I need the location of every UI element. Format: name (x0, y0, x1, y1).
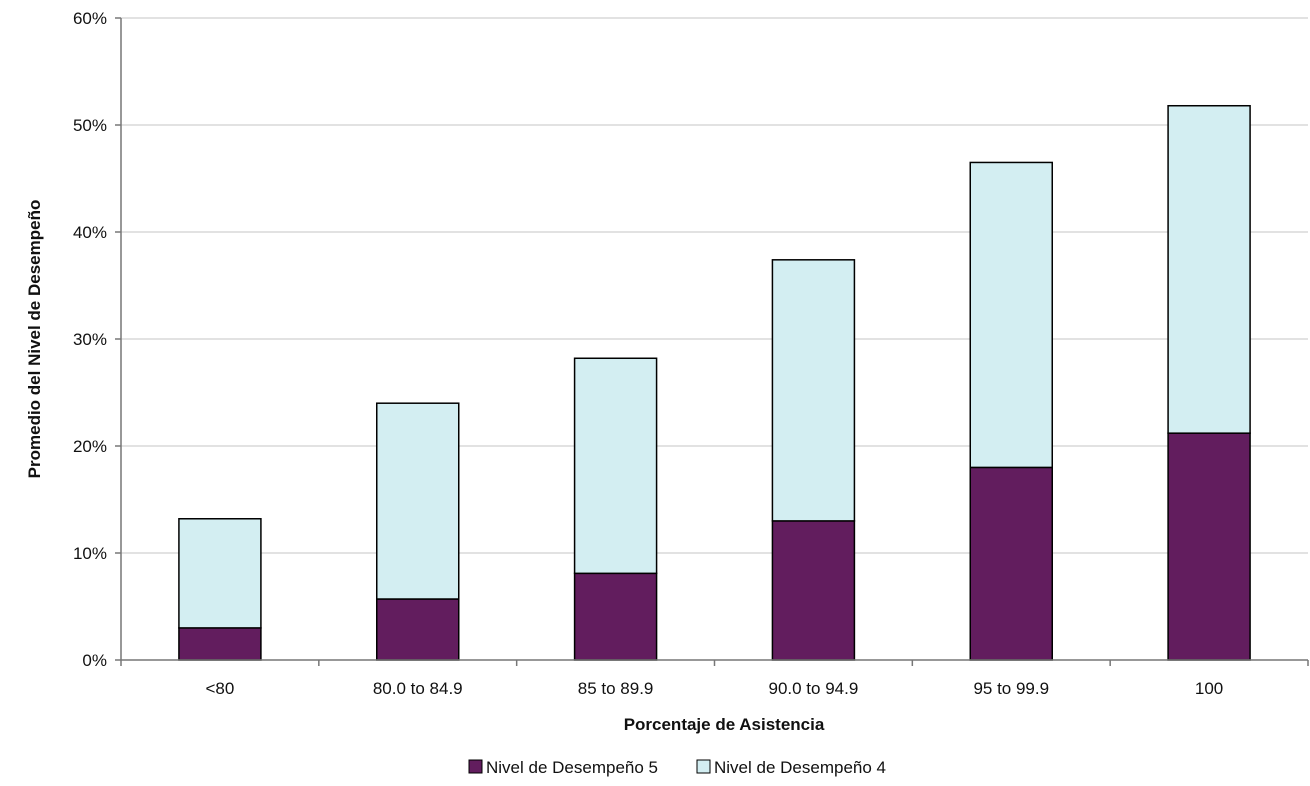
axes (115, 17, 1309, 666)
bar-segment-series-1 (178, 627, 262, 661)
bar-segment-series-2 (969, 161, 1053, 469)
x-tick-label: 95 to 99.9 (973, 679, 1049, 698)
y-tick-label: 30% (73, 330, 107, 349)
bar-segment-series-1 (1167, 432, 1251, 661)
y-tick-label: 0% (82, 651, 107, 670)
gridlines (121, 17, 1308, 554)
x-tick-label: <80 (205, 679, 234, 698)
x-tick-label: 80.0 to 84.9 (373, 679, 463, 698)
y-tick-label: 10% (73, 544, 107, 563)
y-tick-label: 40% (73, 223, 107, 242)
x-tick-labels: <80 80.0 to 84.9 85 to 89.9 90.0 to 94.9 95 … (205, 679, 1223, 698)
bar-segment-series-1 (771, 520, 856, 661)
bar-segment-series-2 (573, 357, 658, 575)
legend-label: Nivel de Desempeño 4 (714, 758, 886, 777)
legend-swatch (468, 759, 483, 774)
y-tick-labels: 0% 10% 20% 30% 40% 50% 60% (73, 9, 107, 670)
x-tick-label: 90.0 to 94.9 (769, 679, 859, 698)
bar-segment-series-2 (376, 402, 460, 600)
bars (178, 104, 1251, 661)
bar-segment-series-2 (178, 518, 262, 629)
y-tick-label: 50% (73, 116, 107, 135)
bar-segment-series-1 (573, 572, 658, 661)
bar-segment-series-1 (376, 598, 460, 661)
x-tick-label: 85 to 89.9 (578, 679, 654, 698)
legend-label: Nivel de Desempeño 5 (486, 758, 658, 777)
legend-swatch (696, 759, 711, 774)
bar-segment-series-2 (771, 259, 856, 522)
y-axis-title: Promedio del Nivel de Desempeño (25, 200, 44, 479)
x-tick-label: 100 (1195, 679, 1223, 698)
y-tick-label: 20% (73, 437, 107, 456)
bar-segment-series-1 (969, 466, 1053, 661)
legend: Nivel de Desempeño 5 Nivel de Desempeño 4 (468, 758, 886, 777)
bar-segment-series-2 (1167, 104, 1251, 434)
x-axis-title: Porcentaje de Asistencia (624, 715, 825, 734)
y-tick-label: 60% (73, 9, 107, 28)
